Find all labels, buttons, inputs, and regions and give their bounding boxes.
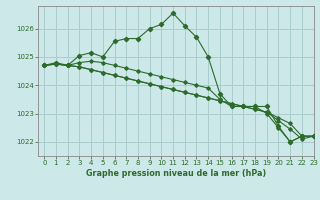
X-axis label: Graphe pression niveau de la mer (hPa): Graphe pression niveau de la mer (hPa): [86, 169, 266, 178]
